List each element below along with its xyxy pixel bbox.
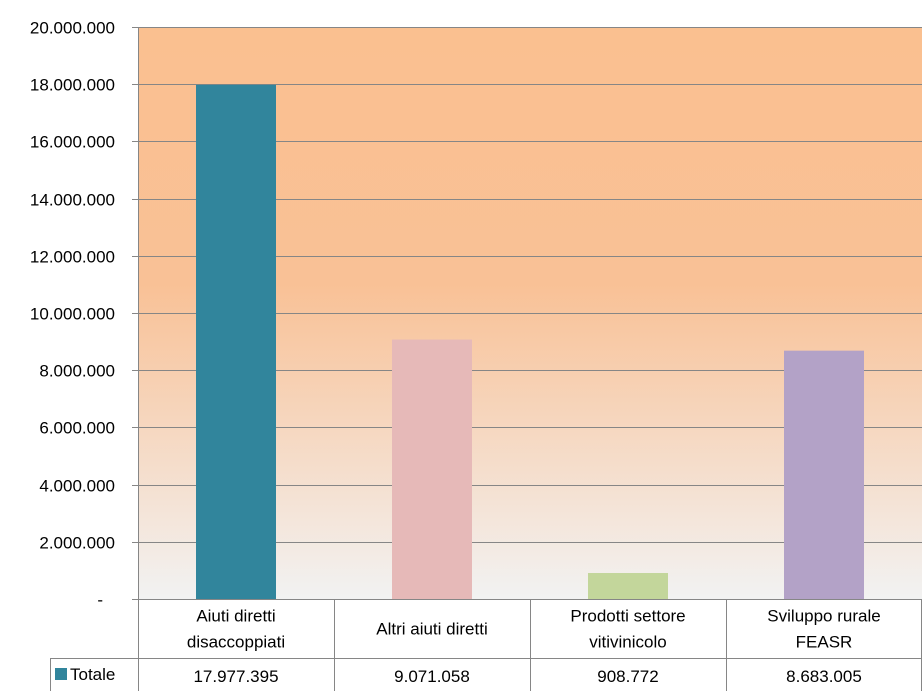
data-value-label: 8.683.005 xyxy=(786,667,862,686)
data-value-label: 17.977.395 xyxy=(193,667,278,686)
data-value-label: 9.071.058 xyxy=(394,667,470,686)
category-label: Sviluppo rurale FEASR xyxy=(767,607,880,652)
bars xyxy=(196,84,864,600)
bar xyxy=(784,350,864,599)
bar xyxy=(196,84,276,600)
y-tick-label: 18.000.000 xyxy=(30,76,115,95)
y-tick-label: 10.000.000 xyxy=(30,305,115,324)
y-tick-label: 8.000.000 xyxy=(39,362,115,381)
bar xyxy=(588,573,668,599)
category-label-line: Prodotti settore xyxy=(570,607,685,626)
category-label: Aiuti diretti disaccoppiati xyxy=(187,607,285,652)
y-tick-label: 12.000.000 xyxy=(30,248,115,267)
y-tick-label: 6.000.000 xyxy=(39,419,115,438)
data-value-label: 908.772 xyxy=(597,667,658,686)
category-label-line: Sviluppo rurale xyxy=(767,607,880,626)
data-table: Aiuti diretti disaccoppiati Altri aiuti di… xyxy=(50,599,922,691)
category-label: Prodotti settore vitivinicolo xyxy=(570,607,685,652)
legend-swatch xyxy=(55,668,67,680)
category-label-line: Altri aiuti diretti xyxy=(376,620,487,639)
y-tick-label: 14.000.000 xyxy=(30,191,115,210)
y-tick-label: 4.000.000 xyxy=(39,477,115,496)
y-tick-label: 16.000.000 xyxy=(30,133,115,152)
y-tick-label: - xyxy=(97,591,103,610)
y-tick-label: 20.000.000 xyxy=(30,19,115,38)
y-axis: - 2.000.000 4.000.000 6.000.000 8.000.000 10.… xyxy=(30,19,139,610)
category-label: Altri aiuti diretti xyxy=(376,620,487,639)
category-label-line: FEASR xyxy=(796,633,853,652)
category-label-line: vitivinicolo xyxy=(589,633,666,652)
y-tick-label: 2.000.000 xyxy=(39,534,115,553)
category-label-line: disaccoppiati xyxy=(187,633,285,652)
legend-label: Totale xyxy=(70,665,115,684)
category-label-line: Aiuti diretti xyxy=(196,607,275,626)
bar xyxy=(392,339,472,599)
